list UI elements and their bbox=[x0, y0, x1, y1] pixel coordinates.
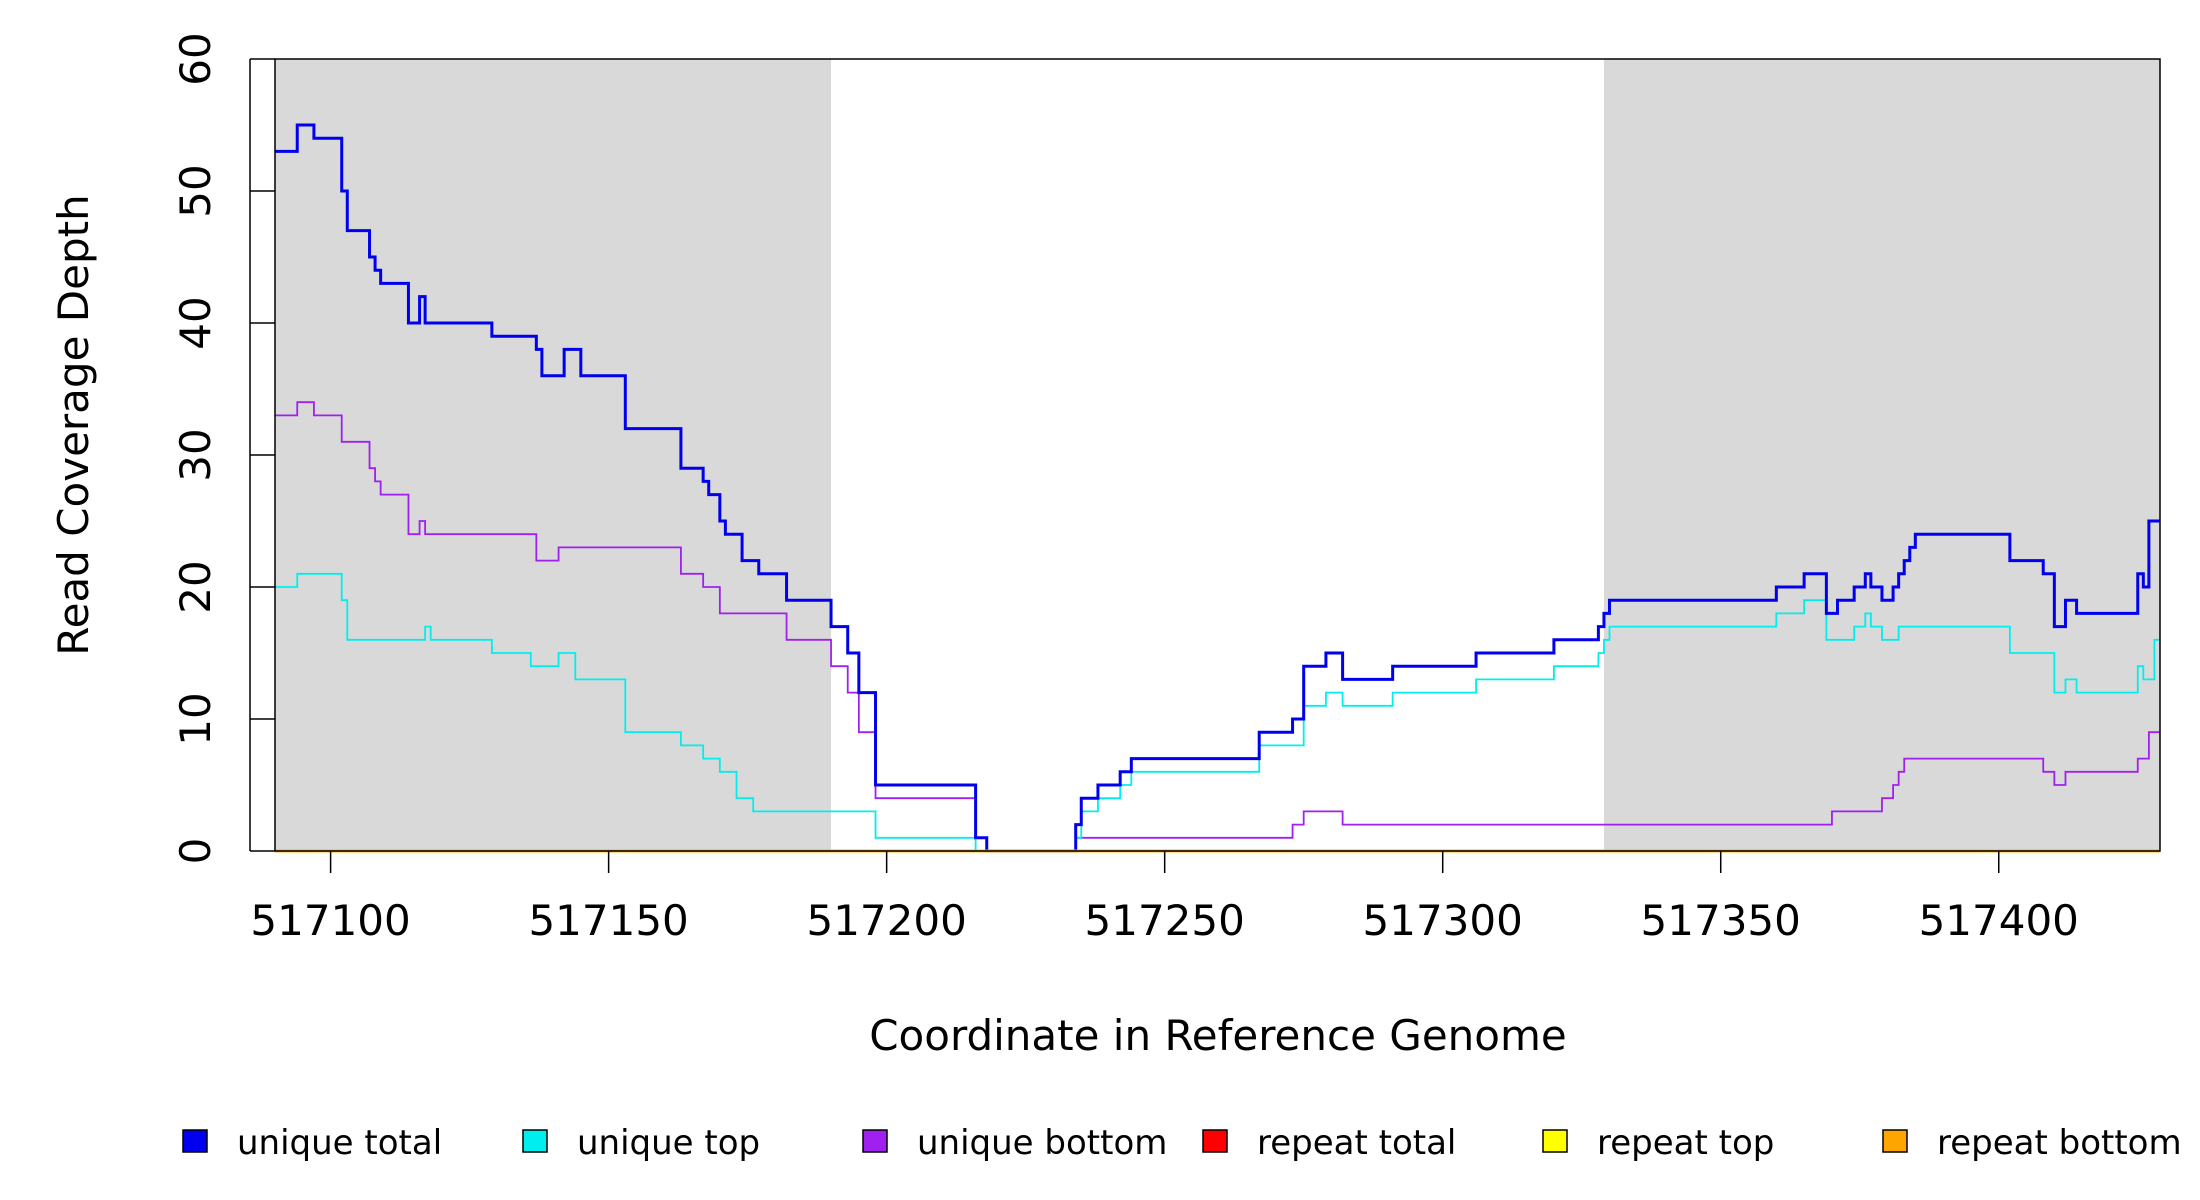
x-tick-label: 517300 bbox=[1363, 896, 1523, 945]
y-tick-label: 0 bbox=[171, 838, 220, 865]
x-tick-label: 517350 bbox=[1641, 896, 1801, 945]
y-tick-label: 50 bbox=[171, 164, 220, 217]
series-line-unique-top bbox=[275, 572, 2160, 852]
legend-swatch bbox=[1542, 1129, 1568, 1153]
shaded-regions bbox=[275, 59, 2160, 851]
legend-swatch bbox=[182, 1129, 208, 1153]
shaded-region-1 bbox=[275, 59, 832, 851]
x-axis-title: Coordinate in Reference Genome bbox=[869, 1011, 1567, 1060]
series-line-unique-bottom bbox=[275, 401, 2160, 852]
y-tick-label: 60 bbox=[171, 32, 220, 85]
x-tick-label: 517200 bbox=[806, 896, 966, 945]
legend-swatch bbox=[1202, 1129, 1228, 1153]
legend-label: unique top bbox=[577, 1123, 760, 1163]
x-tick-label: 517150 bbox=[528, 896, 688, 945]
legend-label: unique bottom bbox=[917, 1123, 1167, 1163]
x-tick-label: 517400 bbox=[1919, 896, 2079, 945]
y-tick-label: 10 bbox=[171, 692, 220, 745]
legend-swatch bbox=[1882, 1129, 1908, 1153]
y-axis-title: Read Coverage Depth bbox=[49, 194, 98, 655]
y-tick-label: 30 bbox=[171, 428, 220, 481]
x-axis: 517100 517150 517200 517250 517300 517350 5174… bbox=[250, 851, 2079, 945]
legend-label: unique total bbox=[237, 1123, 442, 1163]
legend: unique total unique top unique bottom repea… bbox=[182, 1123, 2182, 1163]
legend-label: repeat top bbox=[1597, 1123, 1774, 1163]
legend-swatch bbox=[522, 1129, 548, 1153]
x-tick-label: 517250 bbox=[1085, 896, 1245, 945]
legend-label: repeat bottom bbox=[1937, 1123, 2182, 1163]
series-line-unique-total bbox=[275, 123, 2160, 853]
shaded-region-2 bbox=[1603, 59, 2160, 851]
legend-swatch bbox=[862, 1129, 888, 1153]
y-axis: 0 10 20 30 40 50 60 bbox=[171, 32, 275, 864]
y-tick-label: 20 bbox=[171, 560, 220, 613]
y-tick-label: 40 bbox=[171, 296, 220, 349]
x-tick-label: 517100 bbox=[250, 896, 410, 945]
legend-label: repeat total bbox=[1257, 1123, 1456, 1163]
